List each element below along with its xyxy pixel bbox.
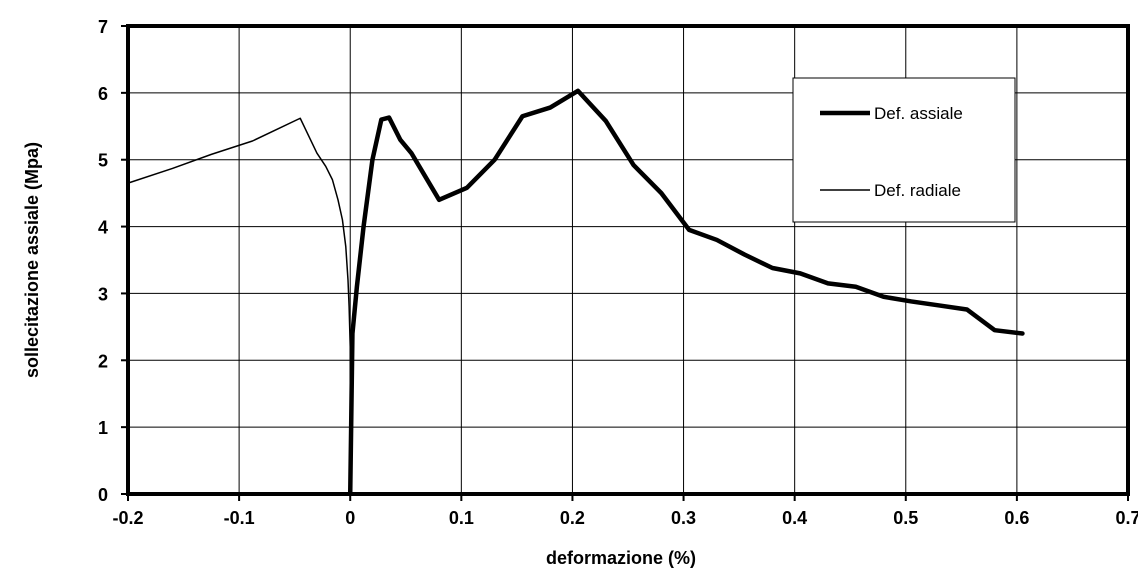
x-tick-label: 0.1 [449, 508, 474, 528]
x-axis-title: deformazione (%) [546, 548, 696, 568]
legend: Def. assiale Def. radiale [792, 77, 1016, 223]
x-tick-label: 0.7 [1115, 508, 1138, 528]
y-axis-title: sollecitazione assiale (Mpa) [22, 142, 42, 378]
y-tick-label: 5 [98, 151, 108, 171]
legend-label-def-assiale: Def. assiale [874, 104, 963, 123]
y-tick-label: 3 [98, 284, 108, 304]
y-tick-label: 0 [98, 485, 108, 505]
series-line-def-assiale [347, 88, 1025, 497]
x-tick-label: 0.2 [560, 508, 585, 528]
series-line-def-radiale [127, 117, 351, 495]
x-tick-label: 0.4 [782, 508, 807, 528]
y-tick-label: 1 [98, 418, 108, 438]
tick-marks [121, 25, 1129, 501]
x-tick-label: 0.5 [893, 508, 918, 528]
legend-label-def-radiale: Def. radiale [874, 181, 961, 200]
x-tick-labels: -0.2 -0.1 0 0.1 0.2 0.3 0.4 0.5 0.6 0.7 [112, 508, 1138, 528]
x-tick-label: -0.2 [112, 508, 143, 528]
y-tick-label: 2 [98, 351, 108, 371]
plot-frame [126, 24, 1130, 496]
y-tick-label: 4 [98, 218, 108, 238]
x-tick-label: 0.3 [671, 508, 696, 528]
series-layer [127, 88, 1025, 497]
y-tick-label: 7 [98, 17, 108, 37]
x-tick-label: -0.1 [224, 508, 255, 528]
x-tick-label: 0.6 [1004, 508, 1029, 528]
legend-box [792, 77, 1016, 223]
x-tick-label: 0 [345, 508, 355, 528]
y-tick-labels: 0 1 2 3 4 5 6 7 [98, 17, 108, 505]
y-tick-label: 6 [98, 84, 108, 104]
